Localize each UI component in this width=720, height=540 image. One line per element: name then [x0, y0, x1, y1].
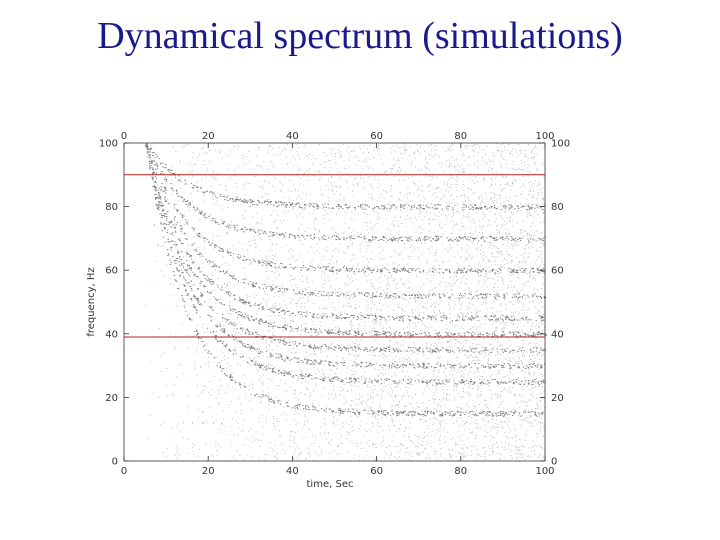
x-tick-label-top: 60 — [370, 131, 383, 142]
y-tick-label-left: 20 — [105, 393, 118, 404]
plot-frame — [123, 142, 546, 462]
spectrogram-heatmap — [145, 143, 547, 462]
x-tick-label-top: 20 — [202, 131, 215, 142]
y-tick-label-right: 80 — [551, 202, 564, 213]
reference-lines — [124, 174, 545, 338]
x-tick-label-top: 0 — [121, 131, 127, 142]
x-tick-label-bottom: 0 — [121, 466, 127, 477]
x-tick-label-bottom: 100 — [535, 466, 554, 477]
y-tick-label-right: 20 — [551, 393, 564, 404]
x-tick-label-top: 100 — [535, 131, 554, 142]
x-tick-label-top: 40 — [286, 131, 299, 142]
y-tick-label-right: 40 — [551, 329, 564, 340]
y-axis-label: frequency, Hz — [86, 267, 97, 336]
x-tick-label-top: 80 — [454, 131, 467, 142]
x-tick-label-bottom: 40 — [286, 466, 299, 477]
y-tick-label-right: 100 — [551, 139, 570, 150]
x-tick-label-bottom: 80 — [454, 466, 467, 477]
x-tick-label-bottom: 20 — [202, 466, 215, 477]
y-tick-label-left: 40 — [105, 329, 118, 340]
x-axis-label: time, Sec — [307, 479, 354, 490]
x-tick-label-bottom: 60 — [370, 466, 383, 477]
y-tick-label-left: 100 — [99, 139, 118, 150]
slide-title: Dynamical spectrum (simulations) — [97, 15, 623, 57]
y-tick-label-left: 0 — [112, 457, 118, 468]
y-tick-label-right: 0 — [551, 457, 557, 468]
y-tick-label-left: 80 — [105, 202, 118, 213]
spectral-ridges — [145, 143, 547, 417]
y-tick-label-left: 60 — [105, 266, 118, 277]
y-tick-label-right: 60 — [551, 266, 564, 277]
